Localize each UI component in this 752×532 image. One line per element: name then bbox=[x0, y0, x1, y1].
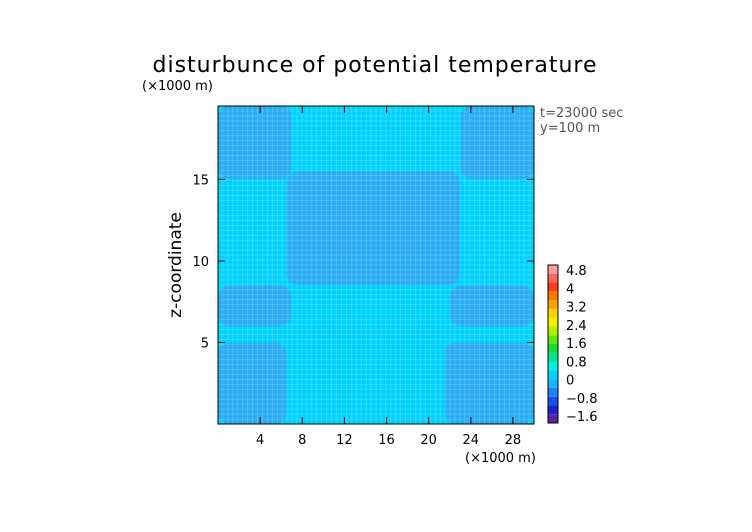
y-tick-label: 10 bbox=[192, 255, 209, 270]
colorbar-segment bbox=[548, 326, 558, 336]
colorbar-segment bbox=[548, 308, 558, 318]
x-tick-label: 8 bbox=[298, 433, 306, 448]
colorbar-segment bbox=[548, 265, 558, 274]
x-tick-label: 20 bbox=[420, 433, 437, 448]
colorbar-segment bbox=[548, 414, 558, 423]
field-region-upper-left bbox=[218, 106, 292, 180]
colorbar-label: 4 bbox=[566, 282, 574, 297]
x-tick-label: 28 bbox=[505, 433, 522, 448]
colorbar-label: 0 bbox=[566, 374, 574, 389]
colorbar-segment bbox=[548, 344, 558, 353]
colorbar-label: −1.6 bbox=[566, 410, 598, 425]
colorbar-segment bbox=[548, 370, 558, 380]
field-region-mid-left bbox=[218, 285, 292, 327]
field-region-bottom-right bbox=[444, 342, 534, 424]
y-tick-label: 15 bbox=[192, 173, 209, 188]
colorbar-label: 4.8 bbox=[566, 264, 587, 279]
colorbar-segment bbox=[548, 352, 558, 362]
colorbar-label: 3.2 bbox=[566, 301, 587, 316]
colorbar-segment bbox=[548, 300, 558, 309]
x-unit-label: (×1000 m) bbox=[465, 451, 536, 466]
colorbar-label: −0.8 bbox=[566, 392, 598, 407]
colorbar-segment bbox=[548, 396, 558, 406]
colorbar-segment bbox=[548, 379, 558, 388]
colorbar-segment bbox=[548, 282, 558, 292]
colorbar-segment bbox=[548, 361, 558, 371]
chart-title: disturbunce of potential temperature bbox=[153, 53, 598, 78]
plot-area: 4 8 12 16 20 24 28 5 10 15 bbox=[192, 105, 535, 448]
colorbar-label: 1.6 bbox=[566, 337, 587, 352]
x-tick-label: 24 bbox=[463, 433, 480, 448]
colorbar-segment bbox=[548, 405, 558, 415]
y-tick-label: 5 bbox=[201, 336, 209, 351]
field-region-bottom-left bbox=[218, 342, 287, 424]
colorbar-label: 2.4 bbox=[566, 319, 587, 334]
info-y: y=100 m bbox=[540, 121, 600, 136]
info-time: t=23000 sec bbox=[540, 106, 623, 121]
field-region-mid-right bbox=[449, 285, 534, 327]
colorbar: 4.8 4 3.2 2.4 1.6 0.8 0 −0.8 −1.6 bbox=[547, 264, 598, 425]
colorbar-label: 0.8 bbox=[566, 355, 587, 370]
field-region-central-cell bbox=[286, 171, 461, 286]
y-unit-label: (×1000 m) bbox=[142, 79, 213, 94]
y-axis-label: z-coordinate bbox=[166, 212, 186, 318]
colorbar-segment bbox=[548, 291, 558, 301]
x-tick-label: 16 bbox=[378, 433, 395, 448]
colorbar-segment bbox=[548, 335, 558, 344]
colorbar-segment bbox=[548, 387, 558, 397]
x-tick-label: 4 bbox=[256, 433, 264, 448]
field-region-upper-right bbox=[460, 106, 534, 180]
x-tick-label: 12 bbox=[336, 433, 353, 448]
plot-frame bbox=[217, 105, 535, 425]
grid-lines bbox=[218, 106, 534, 424]
colorbar-segment bbox=[548, 317, 558, 327]
colorbar-segment bbox=[548, 273, 558, 283]
